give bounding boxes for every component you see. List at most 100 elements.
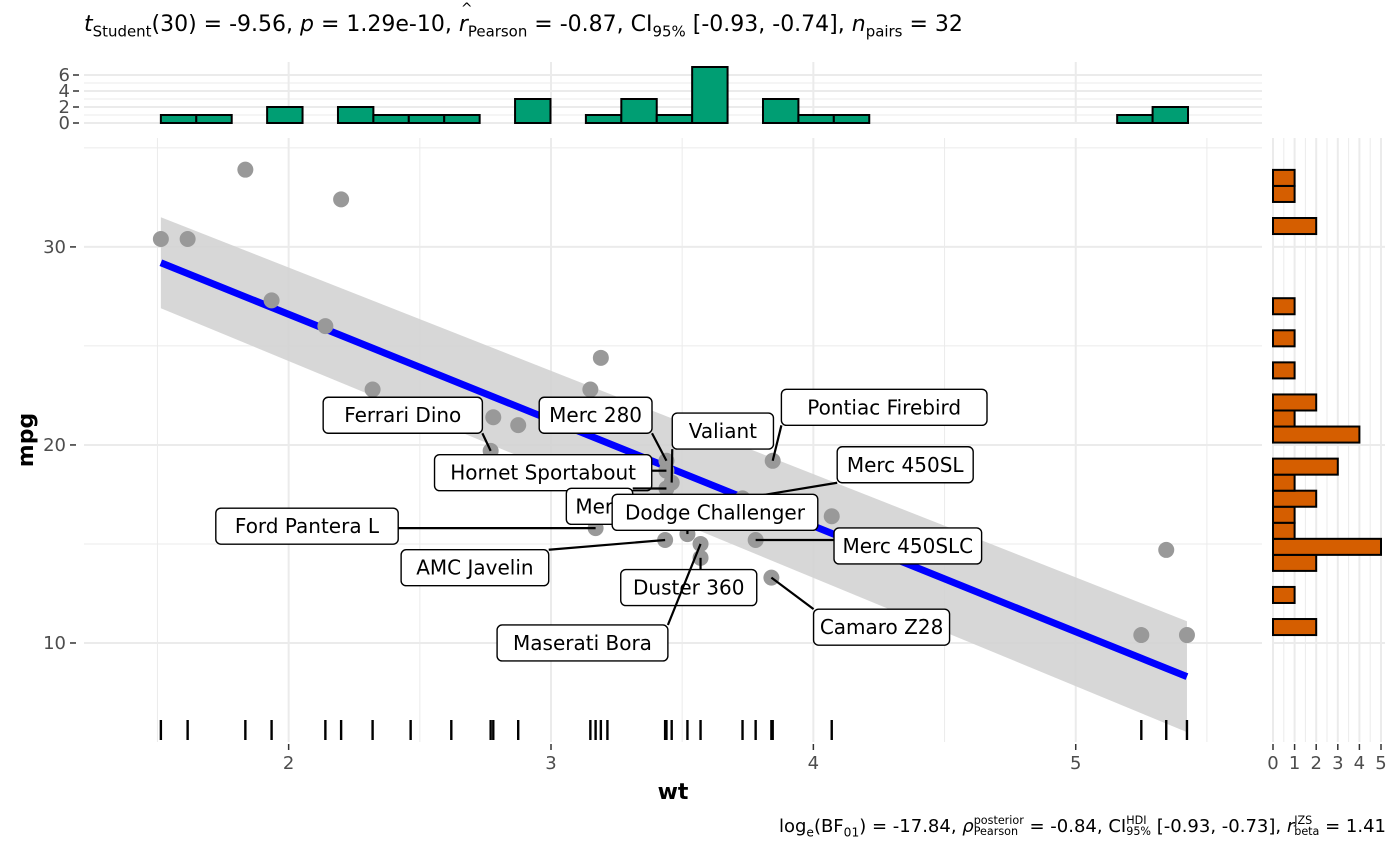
label-text: Maserati Bora bbox=[513, 631, 652, 655]
label-text: Hornet Sportabout bbox=[450, 461, 636, 485]
point-label: Merc 280 bbox=[538, 396, 668, 462]
label-connector bbox=[670, 449, 674, 483]
ci-value: [-0.93, -0.74], bbox=[685, 12, 852, 37]
label-box bbox=[833, 527, 983, 565]
point-label: Ford Pantera L bbox=[215, 507, 596, 545]
data-point bbox=[510, 417, 527, 434]
label-connector bbox=[770, 576, 815, 611]
point-label: AMC Javelin bbox=[400, 538, 666, 587]
t-value: (30) = -9.56, bbox=[151, 12, 301, 37]
ci-stack: HDI 95% bbox=[1126, 816, 1151, 837]
top-hist-tick-label: 0 bbox=[59, 113, 70, 134]
n-sub: pairs bbox=[865, 22, 903, 41]
y-axis-title: mpg bbox=[14, 413, 39, 467]
rho-sup: posterior bbox=[973, 814, 1024, 828]
label-connector bbox=[666, 543, 702, 626]
label-box bbox=[400, 549, 550, 587]
bf-value: ) = -17.84, bbox=[859, 816, 963, 837]
label-text: AMC Javelin bbox=[416, 556, 533, 580]
top-hist-bar bbox=[620, 98, 658, 124]
r-value: = -0.87, bbox=[527, 12, 631, 37]
label-box bbox=[780, 388, 988, 427]
data-point bbox=[179, 230, 196, 247]
right-hist-bar bbox=[1272, 329, 1296, 348]
top-hist-bar bbox=[336, 106, 375, 124]
right-hist-tick-label: 4 bbox=[1354, 753, 1365, 774]
point-label: Duster 360 bbox=[620, 557, 758, 607]
label-box bbox=[611, 493, 819, 531]
point-label: Maserati Bora bbox=[496, 543, 702, 662]
main-panel: Ferrari Dino Merc 280 Valiant Pontiac Fireb… bbox=[14, 138, 1262, 805]
right-hist-tick-label: 0 bbox=[1267, 753, 1278, 774]
label-connector bbox=[651, 432, 668, 462]
top-hist-bar bbox=[1151, 106, 1190, 124]
right-hist-tick-label: 3 bbox=[1332, 753, 1343, 774]
label-box bbox=[836, 446, 974, 484]
data-point bbox=[1133, 627, 1150, 644]
data-point bbox=[485, 409, 502, 426]
data-point bbox=[364, 381, 381, 398]
top-hist-bar bbox=[832, 114, 871, 124]
top-hist-bar bbox=[266, 106, 304, 124]
label-text: Valiant bbox=[689, 419, 757, 443]
x-tick-label: 5 bbox=[1070, 753, 1081, 774]
ci-sub: 95% bbox=[652, 22, 686, 41]
right-hist-bar bbox=[1272, 409, 1296, 428]
top-hist-bar bbox=[443, 114, 481, 124]
label-box bbox=[322, 396, 484, 434]
right-hist-bar bbox=[1272, 537, 1382, 556]
t-sub: Student bbox=[92, 22, 152, 41]
point-label: Hornet Sportabout bbox=[433, 453, 667, 492]
point-label: Pontiac Firebird bbox=[771, 388, 988, 462]
top-hist-bar bbox=[514, 98, 552, 124]
label-box bbox=[671, 412, 775, 450]
bf-label: (BF bbox=[813, 816, 844, 837]
right-hist-bar bbox=[1272, 489, 1318, 508]
right-hist-bar bbox=[1272, 168, 1296, 187]
chart-subtitle: tStudent(30) = -9.56, p = 1.29e-10, rPea… bbox=[84, 1, 963, 41]
top-hist-bar bbox=[1116, 114, 1154, 124]
r-sub: Pearson bbox=[467, 22, 528, 41]
right-hist-bar bbox=[1272, 217, 1318, 236]
y-tick-label: 20 bbox=[43, 435, 66, 456]
right-hist-tick-label: 1 bbox=[1289, 753, 1300, 774]
y-tick-label: 10 bbox=[43, 633, 66, 654]
right-hist-bar bbox=[1272, 521, 1296, 540]
right-hist-bar bbox=[1272, 473, 1296, 492]
label-text: Merc 450SLC bbox=[842, 534, 973, 558]
data-point bbox=[582, 381, 599, 398]
x-axis-title: wt bbox=[658, 780, 689, 805]
top-hist-bar bbox=[407, 114, 446, 124]
label-box bbox=[496, 624, 669, 662]
data-point bbox=[1158, 541, 1175, 558]
caption-r-value: = 1.41 bbox=[1319, 816, 1386, 837]
x-tick-label: 3 bbox=[545, 753, 556, 774]
t-label: t bbox=[84, 12, 93, 37]
right-hist-bar bbox=[1272, 505, 1296, 524]
data-point bbox=[237, 161, 254, 178]
right-hist-bar bbox=[1272, 585, 1296, 604]
top-hist-bar bbox=[372, 114, 410, 124]
label-box bbox=[620, 568, 758, 607]
label-text: Dodge Challenger bbox=[625, 500, 806, 524]
label-box bbox=[433, 453, 653, 492]
r-label: r bbox=[459, 1, 473, 37]
data-point bbox=[152, 230, 169, 247]
caption-ci-value: [-0.93, -0.73], bbox=[1151, 816, 1287, 837]
point-label: Merc 450SLC bbox=[755, 527, 983, 565]
top-hist-bar bbox=[584, 114, 623, 124]
label-text: Ferrari Dino bbox=[344, 403, 461, 427]
point-label: Ferrari Dino bbox=[322, 396, 492, 452]
top-hist-bar bbox=[655, 114, 694, 124]
right-hist-bar bbox=[1272, 297, 1296, 316]
right-hist-bar bbox=[1272, 361, 1296, 380]
top-hist-bar bbox=[195, 114, 233, 124]
right-hist-bar bbox=[1272, 457, 1339, 476]
right-hist-bar bbox=[1272, 184, 1296, 203]
x-tick-label: 4 bbox=[808, 753, 819, 774]
data-point bbox=[263, 292, 280, 309]
rho-sub: Pearson bbox=[973, 825, 1019, 838]
caption-ci-sub: 95% bbox=[1126, 825, 1152, 838]
